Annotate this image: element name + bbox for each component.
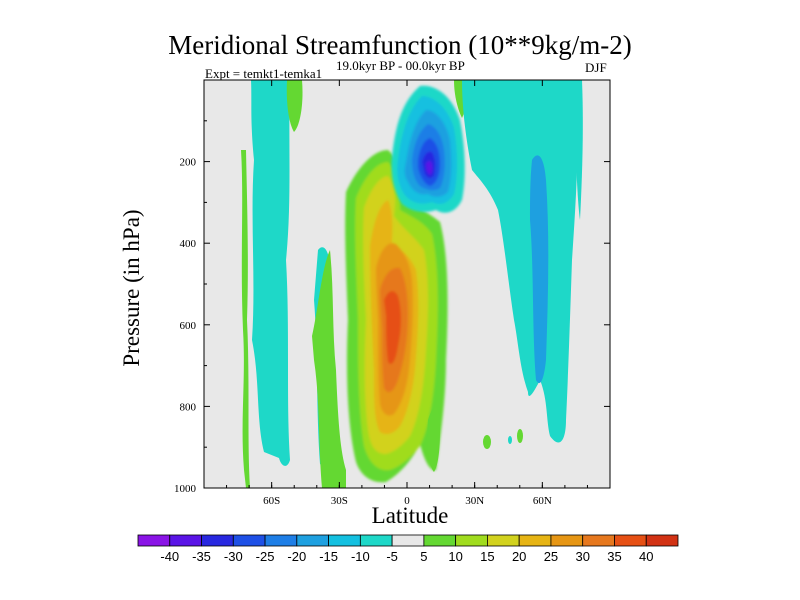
colorbar-swatch [264,534,298,547]
colorbar-swatch [169,534,202,547]
colorbar-swatch [455,534,488,547]
contour-tail-15n [427,407,440,472]
colorbar-label: -30 [224,549,243,564]
positive-cell [345,150,448,483]
colorbar-swatch [328,534,361,547]
contour-band-60n [530,155,549,384]
contour-blob-1 [483,435,491,449]
colorbar-swatch [423,534,457,547]
experiment-label: Expt = temkt1-temka1 [205,66,323,81]
x-tick-label: 0 [404,495,410,507]
colorbar-swatch [232,534,266,547]
colorbar-label: 20 [512,549,526,564]
colorbar-label: 25 [544,549,558,564]
colorbar-swatch [550,534,584,547]
colorbar-label: 15 [480,549,494,564]
colorbar-swatch [518,534,552,547]
contour-strip-80s [241,150,250,488]
y-axis-label: Pressure (in hPa) [119,209,144,367]
chart-title: Meridional Streamfunction (10**9kg/m-2) [168,30,632,60]
colorbar-label: -25 [256,549,275,564]
y-tick-label: 200 [180,157,197,169]
colorbar-label: -15 [319,549,338,564]
y-tick-label: 600 [180,320,197,332]
colorbar-label: -10 [351,549,370,564]
x-tick-label: 60N [533,495,552,507]
contour-band-35s [312,250,346,488]
colorbar-label: 35 [607,549,621,564]
x-axis-label: Latitude [371,503,449,528]
contour-band-45n [462,80,578,443]
chart-subtitle: 19.0kyr BP - 00.0kyr BP [336,58,465,73]
x-tick-label: 30S [331,495,348,507]
colorbar-swatch [582,534,615,547]
colorbar-label: -5 [386,549,398,564]
colorbar-label: -40 [160,549,179,564]
colorbar-swatch [296,534,329,547]
x-tick-label: 30N [465,495,484,507]
contour-tuft-45s [286,80,303,132]
colorbar-label: 5 [420,549,427,564]
colorbar-swatch [137,534,171,547]
y-tick-label: 1000 [174,483,197,495]
colorbar-label: 40 [639,549,653,564]
colorbar-swatch [614,534,647,547]
contour-gap [478,325,493,390]
colorbar-swatch [487,534,520,547]
contour-blob-2 [508,436,512,444]
colorbar-label: 30 [575,549,589,564]
colorbar-swatch [359,534,393,547]
y-tick-label: 400 [180,238,197,250]
colorbar-label: -35 [192,549,211,564]
colorbar-label: -20 [287,549,306,564]
contour-strip-75n [574,80,583,220]
x-tick-label: 60S [263,495,280,507]
colorbar-swatch [201,534,234,547]
colorbar-swatch [645,534,679,547]
y-tick-label: 800 [180,401,197,413]
negative-cell [391,85,465,213]
colorbar-label: 10 [448,549,462,564]
contour-blob-3 [517,429,523,443]
contour-band-60s [251,80,290,466]
season-label: DJF [585,60,607,75]
colorbar-swatch [391,534,425,547]
